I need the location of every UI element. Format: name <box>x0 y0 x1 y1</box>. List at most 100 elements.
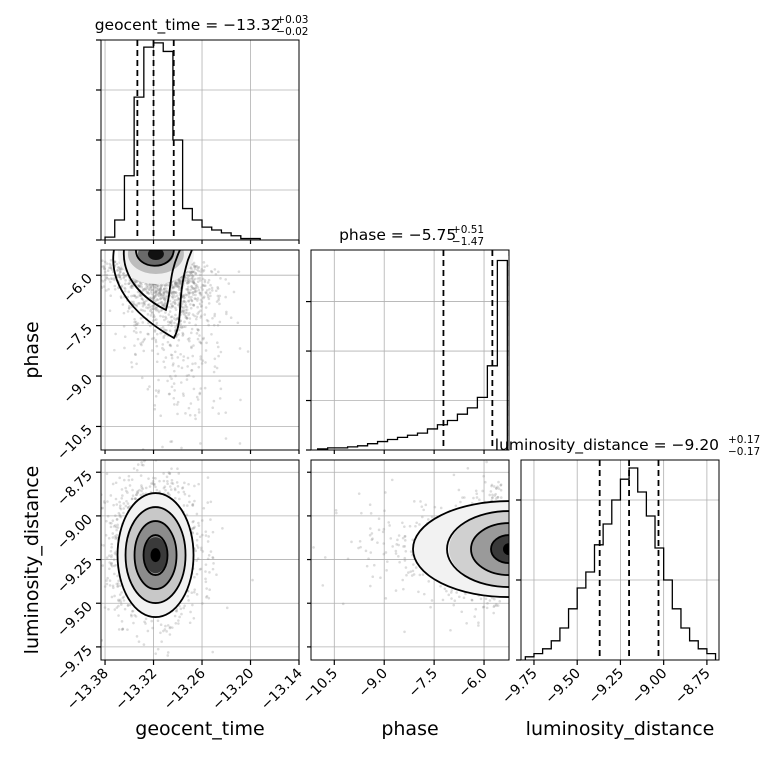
sample-point <box>189 270 193 274</box>
sample-point <box>217 298 220 302</box>
sample-point <box>135 493 138 496</box>
sample-point <box>162 291 166 295</box>
hist-step-luminosity_distance <box>524 467 717 660</box>
sample-point <box>146 629 150 633</box>
sample-point <box>174 291 178 295</box>
sample-point <box>110 266 113 270</box>
sample-point <box>192 344 195 347</box>
sample-point <box>206 319 210 323</box>
sample-point <box>370 532 374 535</box>
sample-point <box>292 545 295 548</box>
sample-point <box>385 569 388 572</box>
sample-point <box>215 573 218 577</box>
sample-point <box>171 453 174 456</box>
y-tick-label: −7.5 <box>60 321 95 356</box>
sample-point <box>148 288 151 291</box>
sample-point <box>114 550 118 553</box>
sample-point <box>109 549 113 553</box>
sample-point <box>182 309 185 313</box>
sample-point <box>182 294 185 297</box>
sample-point <box>403 545 407 548</box>
sample-point <box>173 496 177 500</box>
sample-point <box>160 284 164 287</box>
sample-point <box>136 489 140 493</box>
sample-point <box>216 287 220 290</box>
sample-point <box>109 525 113 529</box>
sample-point <box>105 276 109 280</box>
sample-point <box>186 281 190 284</box>
sample-point <box>164 296 167 299</box>
sample-point <box>129 285 133 288</box>
sample-point <box>180 612 183 616</box>
sample-point <box>236 321 240 325</box>
sample-point <box>105 276 108 279</box>
sample-point <box>190 273 193 276</box>
sample-point <box>189 270 192 274</box>
sample-point <box>190 368 194 372</box>
sample-point <box>175 609 179 613</box>
sample-point <box>131 284 134 288</box>
sample-point <box>149 314 153 317</box>
sample-point <box>109 280 112 284</box>
sample-point <box>158 291 161 295</box>
sample-point <box>452 473 456 477</box>
sample-point <box>122 511 125 515</box>
sample-point <box>138 285 141 288</box>
x-axis-label-geocent_time: geocent_time <box>135 718 264 740</box>
sample-point <box>384 551 388 554</box>
sample-point <box>179 276 183 279</box>
sample-point <box>183 313 186 317</box>
sample-point <box>199 292 202 295</box>
sample-point <box>191 280 195 284</box>
sample-point <box>153 404 157 407</box>
sample-point <box>182 299 186 303</box>
sample-point <box>115 533 119 537</box>
sample-point <box>164 283 167 287</box>
scatter-panel-geocent_time-phase <box>100 249 300 451</box>
sample-point <box>148 283 152 287</box>
sample-point <box>187 270 191 274</box>
sample-point <box>153 330 157 333</box>
sample-point <box>137 302 140 305</box>
sample-point <box>150 482 153 485</box>
y-tick-label: −10.5 <box>54 422 96 464</box>
sample-point <box>158 294 161 298</box>
sample-point <box>174 621 178 625</box>
sample-point <box>130 284 134 287</box>
sample-point <box>116 268 120 272</box>
sample-point <box>358 540 362 543</box>
sample-point <box>477 621 480 624</box>
sample-point <box>457 488 461 492</box>
sample-point <box>113 524 117 527</box>
sample-point <box>197 411 201 414</box>
sample-point <box>117 628 121 631</box>
sample-point <box>185 311 189 315</box>
sample-point <box>195 538 199 542</box>
sample-point <box>153 482 156 486</box>
sample-point <box>144 287 147 290</box>
sample-point <box>397 534 401 537</box>
sample-point <box>159 331 162 335</box>
sample-point <box>110 595 114 599</box>
sample-point <box>203 280 207 284</box>
sample-point <box>118 593 122 596</box>
sample-point <box>171 295 174 299</box>
sample-point <box>171 482 175 485</box>
sample-point <box>152 296 155 299</box>
sample-point <box>135 280 139 283</box>
sample-point <box>143 620 146 624</box>
sample-point <box>202 268 206 272</box>
sample-point <box>108 561 111 564</box>
sample-point <box>140 484 143 487</box>
sample-point <box>136 322 140 325</box>
sample-point <box>205 264 209 268</box>
sample-point <box>481 489 484 493</box>
sample-point <box>163 290 166 293</box>
scatter-panel-phase-luminosity_distance <box>292 459 510 661</box>
sample-point <box>119 270 122 274</box>
sample-point <box>177 622 180 625</box>
sample-point <box>174 374 177 378</box>
sample-point <box>133 613 136 617</box>
sample-point <box>105 472 109 476</box>
sample-point <box>195 395 199 399</box>
